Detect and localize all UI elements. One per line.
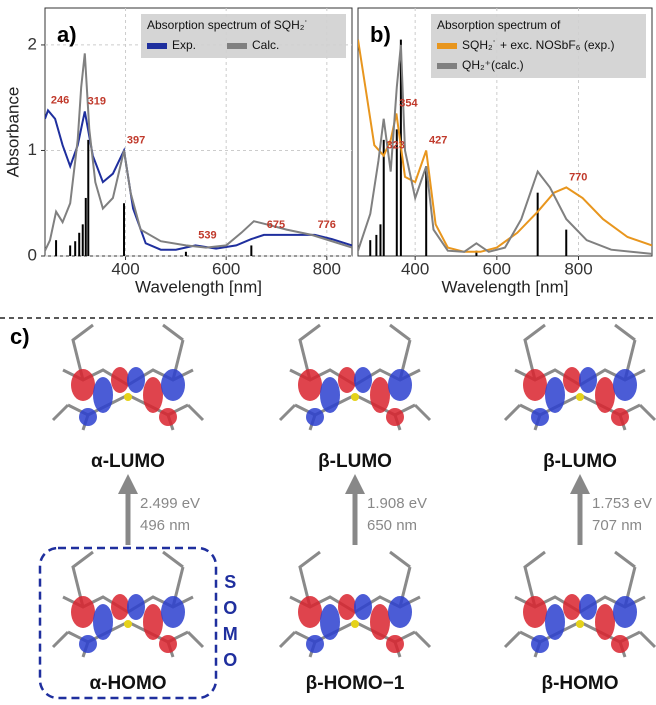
x-tick-label: 600 [212,259,240,278]
legend-label: SQH₂˙ + exc. NOSbF₆ (exp.) [462,38,615,52]
somo-label: SOMO [220,572,240,676]
legend-label: Exp. [172,38,196,52]
orbital-label: α-HOMO [89,673,166,694]
transition-energy: 1.753 eV [592,495,652,512]
y-tick-label: 1 [28,140,37,159]
legend-swatch [437,63,457,69]
figure: c) SOMO 400 600 800 0 1 2 246 319 397 539 675 776 a)… [0,0,656,700]
legend-swatch [147,43,167,49]
x-tick-label: 800 [313,259,341,278]
peak-label: 427 [429,134,447,146]
legend-label: QH₂⁺(calc.) [462,58,524,72]
x-tick-label: 400 [401,259,429,278]
peak-label: 776 [318,219,336,231]
transition-wavelength: 496 nm [140,517,190,534]
transition-energy: 2.499 eV [140,495,200,512]
transition-energy: 1.908 eV [367,495,427,512]
y-axis-label: Absorbance [3,87,22,178]
orbital-label: β-HOMO [541,673,618,694]
x-axis-label: Wavelength [nm] [442,277,569,296]
legend-title: Absorption spectrum of SQH₂˙ [147,18,308,32]
legend-title: Absorption spectrum of [437,18,561,32]
panel-label: a) [57,22,77,47]
orbital-label: α-LUMO [91,451,165,472]
x-axis-label: Wavelength [nm] [135,277,262,296]
peak-label: 319 [88,95,106,107]
peak-label: 397 [127,134,145,146]
x-tick-label: 400 [111,259,139,278]
legend-label: Calc. [252,38,279,52]
legend-swatch [227,43,247,49]
y-tick-label: 0 [28,245,37,264]
panel-label: c) [10,324,30,349]
x-tick-label: 800 [564,259,592,278]
peak-label: 246 [51,94,69,106]
orbital-label: β-HOMO−1 [306,673,405,694]
orbital-label: β-LUMO [543,451,617,472]
x-tick-label: 600 [483,259,511,278]
orbital-label: β-LUMO [318,451,392,472]
transition-wavelength: 707 nm [592,517,642,534]
transition-wavelength: 650 nm [367,517,417,534]
y-tick-label: 2 [28,34,37,53]
peak-label: 539 [198,229,216,241]
peak-label: 323 [387,140,405,152]
peak-label: 675 [267,219,285,231]
peak-label: 354 [399,97,418,109]
peak-label: 770 [569,171,587,183]
legend-swatch [437,43,457,49]
panel-label: b) [370,22,391,47]
